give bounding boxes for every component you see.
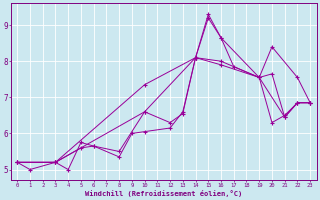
X-axis label: Windchill (Refroidissement éolien,°C): Windchill (Refroidissement éolien,°C) (85, 190, 242, 197)
